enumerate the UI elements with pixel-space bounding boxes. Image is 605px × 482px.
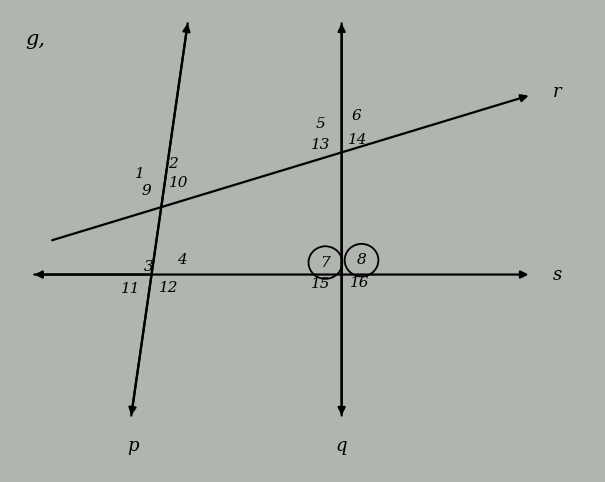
Text: q: q bbox=[336, 438, 347, 455]
Text: p: p bbox=[127, 438, 139, 455]
Text: 16: 16 bbox=[350, 276, 370, 290]
Text: 3: 3 bbox=[144, 260, 154, 274]
Text: 1: 1 bbox=[135, 167, 145, 181]
Text: 12: 12 bbox=[159, 281, 178, 295]
Text: 4: 4 bbox=[177, 253, 187, 267]
Text: 11: 11 bbox=[121, 282, 140, 296]
Text: 7: 7 bbox=[321, 255, 330, 269]
Text: 2: 2 bbox=[168, 157, 178, 171]
Text: 15: 15 bbox=[311, 277, 330, 291]
Text: 13: 13 bbox=[311, 138, 330, 152]
Text: 14: 14 bbox=[348, 134, 368, 147]
Text: 8: 8 bbox=[356, 253, 367, 267]
Text: 5: 5 bbox=[316, 117, 325, 131]
Text: 6: 6 bbox=[352, 109, 362, 123]
Text: 10: 10 bbox=[169, 175, 189, 189]
Text: g,: g, bbox=[25, 30, 45, 49]
Text: 9: 9 bbox=[141, 184, 151, 198]
Text: s: s bbox=[552, 266, 561, 283]
Text: r: r bbox=[552, 83, 561, 101]
